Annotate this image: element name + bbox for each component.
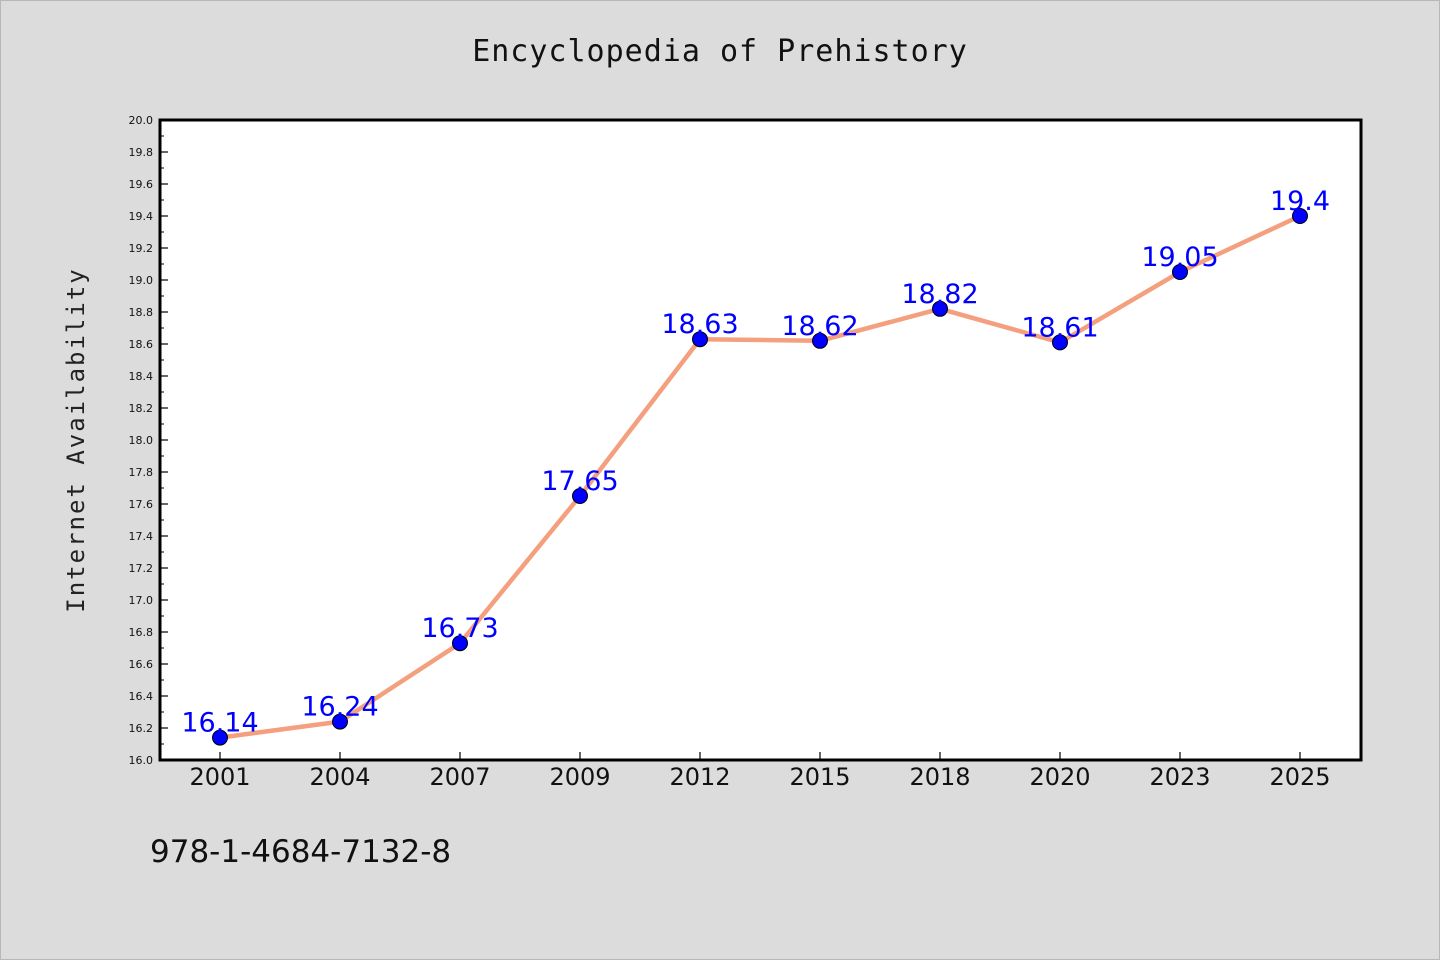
y-tick-label: 18.2 — [129, 402, 154, 415]
x-tick-label: 2020 — [1029, 763, 1090, 791]
data-label: 18.63 — [661, 309, 738, 340]
data-point — [1292, 208, 1308, 224]
y-tick-label: 17.8 — [129, 466, 154, 479]
y-tick-label: 17.0 — [129, 594, 154, 607]
data-label: 16.73 — [421, 613, 498, 644]
data-point — [212, 729, 228, 746]
x-tick-label: 2007 — [429, 763, 490, 791]
series-group: 16.14 16.24 16.73 17.65 18.63 18.62 18.82 18.61… — [181, 186, 1330, 746]
data-point — [1052, 334, 1068, 351]
y-tick-label: 16.2 — [129, 722, 154, 735]
y-tick-label: 19.0 — [129, 274, 154, 287]
x-axis-ticks: 2001 2004 2007 2009 2012 2015 2018 2020 2023 2025 — [189, 752, 1331, 791]
plot-area — [158, 118, 1363, 762]
data-label: 18.61 — [1021, 312, 1098, 343]
y-tick-label: 18.6 — [129, 338, 154, 351]
y-tick-label: 18.4 — [129, 370, 154, 383]
y-tick-label: 17.4 — [129, 530, 154, 543]
y-tick-label: 16.4 — [129, 690, 154, 703]
y-tick-label: 20.0 — [129, 114, 154, 127]
y-tick-label: 19.2 — [129, 242, 154, 255]
x-tick-label: 2018 — [909, 763, 970, 791]
data-point — [812, 332, 828, 349]
chart-title: Encyclopedia of Prehistory — [472, 34, 968, 69]
data-label: 19.05 — [1141, 242, 1218, 273]
x-tick-label: 2004 — [309, 763, 370, 791]
data-label: 16.14 — [181, 708, 258, 739]
x-tick-label: 2025 — [1269, 763, 1330, 791]
y-axis-ticks: 16.0 16.2 16.4 16.6 16.8 17.0 17.2 17.4 17.6 17.8… — [129, 114, 168, 767]
x-tick-label: 2023 — [1149, 763, 1210, 791]
y-tick-label: 17.2 — [129, 562, 154, 575]
data-point — [932, 300, 948, 317]
y-tick-label: 18.8 — [129, 306, 154, 319]
isbn-text: 978-1-4684-7132-8 — [150, 834, 452, 870]
y-tick-label: 19.6 — [129, 178, 154, 191]
data-point — [572, 488, 588, 504]
x-tick-label: 2009 — [549, 763, 610, 791]
y-tick-label: 16.6 — [129, 658, 154, 671]
data-point — [332, 713, 348, 730]
data-point — [452, 635, 468, 652]
y-tick-label: 18.0 — [129, 434, 154, 447]
data-label: 18.62 — [781, 311, 858, 342]
x-tick-label: 2001 — [189, 763, 250, 791]
data-label: 17.65 — [541, 466, 618, 497]
data-label: 16.24 — [301, 692, 378, 723]
y-tick-label: 16.0 — [129, 754, 154, 767]
x-tick-label: 2015 — [789, 763, 850, 791]
y-tick-label: 16.8 — [129, 626, 154, 639]
y-tick-label: 19.8 — [129, 146, 154, 159]
data-label: 19.4 — [1270, 186, 1330, 217]
series-line — [217, 213, 1303, 740]
y-tick-label: 17.6 — [129, 498, 154, 511]
data-label: 18.82 — [901, 279, 978, 310]
data-point — [1172, 264, 1188, 280]
y-tick-label: 19.4 — [129, 210, 154, 223]
data-point — [692, 331, 708, 348]
x-tick-label: 2012 — [669, 763, 730, 791]
